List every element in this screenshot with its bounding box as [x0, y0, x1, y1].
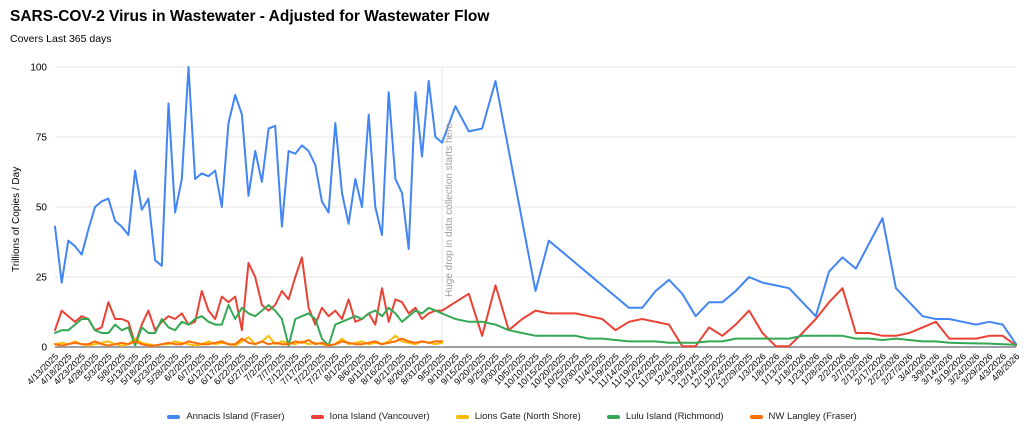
legend-item-annacis-island[interactable]: Annacis Island (Fraser)	[167, 411, 285, 422]
series-line-lulu-island-richmond[interactable]	[54, 304, 1017, 347]
y-tick-label: 0	[41, 343, 47, 354]
legend-item-iona-island[interactable]: Iona Island (Vancouver)	[310, 411, 430, 422]
data-drop-annotation: Huge drop in data collection starts here	[444, 123, 455, 297]
legend-item-lions-gate[interactable]: Lions Gate (North Shore)	[455, 411, 581, 422]
legend-item-lulu-island[interactable]: Lulu Island (Richmond)	[606, 411, 724, 422]
y-tick-label: 25	[36, 273, 48, 284]
legend-label-nw-langley: NW Langley (Fraser)	[768, 411, 857, 422]
series-line-iona-island-vancouver[interactable]	[54, 256, 1017, 348]
legend-label-lions-gate: Lions Gate (North Shore)	[474, 411, 581, 422]
y-tick-label: 50	[36, 203, 48, 214]
legend-label-annacis-island: Annacis Island (Fraser)	[186, 411, 285, 422]
series-line-nw-langley-fraser[interactable]	[54, 337, 444, 347]
nw-langley-legend-marker-icon	[749, 414, 763, 419]
annacis-island-legend-marker-icon	[167, 414, 181, 419]
legend-label-iona-island: Iona Island (Vancouver)	[329, 411, 430, 422]
chart-legend: Annacis Island (Fraser) Iona Island (Van…	[0, 411, 1024, 422]
legend-label-lulu-island: Lulu Island (Richmond)	[625, 411, 724, 422]
y-tick-label: 100	[30, 63, 47, 74]
lions-gate-legend-marker-icon	[455, 414, 469, 419]
iona-island-legend-marker-icon	[310, 414, 324, 419]
legend-item-nw-langley[interactable]: NW Langley (Fraser)	[749, 411, 857, 422]
lulu-island-legend-marker-icon	[606, 414, 620, 419]
y-tick-label: 75	[36, 133, 48, 144]
series-line-annacis-island-fraser[interactable]	[54, 66, 1017, 346]
chart-subtitle: Covers Last 365 days	[10, 33, 112, 45]
chart-title: SARS-COV-2 Virus in Wastewater - Adjuste…	[10, 8, 490, 25]
